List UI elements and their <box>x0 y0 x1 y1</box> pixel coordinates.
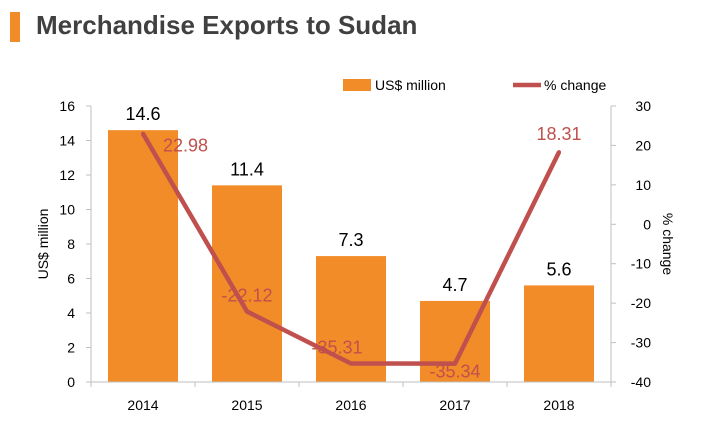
left-tick-label: 14 <box>59 133 75 149</box>
y-axis-title: US$ million <box>35 209 51 280</box>
bar-2015 <box>212 185 282 382</box>
bar-2018 <box>524 285 594 382</box>
x-tick-label: 2015 <box>231 397 262 413</box>
y-axis-title-right: % change <box>660 213 676 275</box>
left-tick-label: 6 <box>67 271 75 287</box>
line-point-2015 <box>245 309 249 314</box>
left-tick-label: 2 <box>67 340 75 356</box>
x-tick-label: 2016 <box>335 397 366 413</box>
legend-label-bars: US$ million <box>375 77 446 93</box>
left-tick-label: 16 <box>59 98 75 114</box>
right-tick-label: -40 <box>631 374 651 390</box>
right-tick-label: -10 <box>631 256 651 272</box>
left-tick-label: 8 <box>67 236 75 252</box>
line-point-2018 <box>557 150 561 155</box>
x-tick-label: 2014 <box>127 397 158 413</box>
right-tick-label: -30 <box>631 335 651 351</box>
title-accent-bar <box>10 12 20 42</box>
bar-value-label: 4.7 <box>442 275 467 295</box>
line-value-label: 22.98 <box>163 136 208 156</box>
bar-value-label: 11.4 <box>230 159 264 179</box>
right-tick-label: 0 <box>643 216 651 232</box>
legend-swatch-bars <box>343 79 371 91</box>
bar-2014 <box>108 130 178 382</box>
right-tick-label: 20 <box>635 137 651 153</box>
line-value-label: -35.31 <box>311 338 362 358</box>
left-tick-label: 0 <box>67 374 75 390</box>
page-title: Merchandise Exports to Sudan <box>36 10 418 40</box>
line-value-label: -35.34 <box>429 362 480 382</box>
line-value-label: -22.12 <box>221 286 272 306</box>
legend-label-line: % change <box>544 77 606 93</box>
bar-value-label: 7.3 <box>338 230 363 250</box>
left-tick-label: 12 <box>59 167 75 183</box>
left-tick-label: 4 <box>67 305 75 321</box>
line-point-2016 <box>349 361 353 366</box>
x-tick-label: 2017 <box>439 397 470 413</box>
bar-value-label: 14.6 <box>125 104 160 124</box>
line-point-2014 <box>141 131 145 136</box>
line-point-2017 <box>453 361 457 366</box>
bar-value-label: 5.6 <box>546 259 571 279</box>
right-tick-label: 10 <box>635 177 651 193</box>
right-tick-label: 30 <box>635 98 651 114</box>
line-value-label: 18.31 <box>536 124 581 144</box>
right-tick-label: -20 <box>631 295 651 311</box>
left-tick-label: 10 <box>59 202 75 218</box>
x-tick-label: 2018 <box>543 397 574 413</box>
